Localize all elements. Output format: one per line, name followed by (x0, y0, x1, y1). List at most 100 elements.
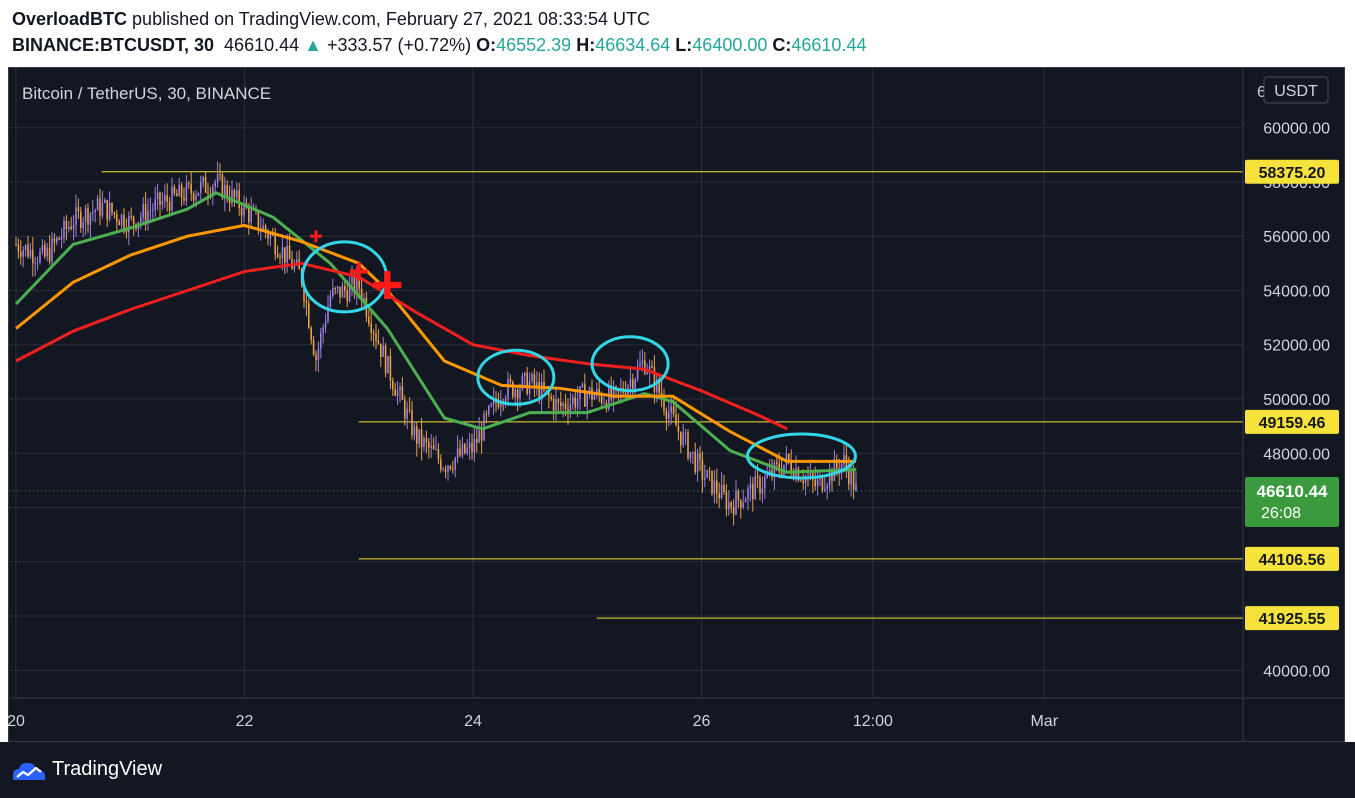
moving-average-line (15, 223, 857, 463)
candle-body (243, 202, 245, 216)
candle-body (310, 327, 312, 341)
time-axis[interactable]: 20 22 24 26 12:00 Mar (7, 713, 1059, 730)
candle-body (713, 480, 716, 494)
price-chart[interactable]: Bitcoin / TetherUS, 30, BINANCE 60000.00… (0, 0, 1355, 742)
open-label: O: (476, 35, 497, 55)
candle-body (459, 448, 461, 456)
candle-body (504, 398, 507, 403)
candle-body (236, 190, 238, 198)
candle-body (404, 399, 406, 419)
candle-body (423, 438, 425, 447)
candle-body (593, 395, 596, 400)
price-axis[interactable]: 60000.0058000.0056000.0054000.0052000.00… (1263, 121, 1330, 681)
candle-body (159, 192, 161, 205)
candle-body (488, 406, 490, 415)
candle-body (353, 276, 356, 294)
candle-body (444, 469, 447, 472)
cross-marker-v (356, 262, 361, 281)
candle-body (636, 366, 639, 380)
candle-body (740, 500, 742, 508)
candle-body (425, 438, 428, 443)
candle-body (411, 410, 413, 436)
candle-body (250, 209, 252, 223)
candle-body (180, 184, 183, 198)
time-tick-label: 20 (7, 713, 25, 730)
candle-body (716, 480, 718, 494)
candle-body (384, 345, 387, 374)
candle-body (560, 402, 562, 407)
candle-body (682, 432, 684, 446)
candle-body (116, 213, 118, 222)
candle-body (569, 403, 572, 413)
candle-body (329, 295, 332, 307)
candle-body (804, 476, 807, 483)
tradingview-cloud-icon[interactable] (10, 760, 48, 784)
candle-body (658, 379, 660, 394)
level-price-badges: 58375.20 49159.46 44106.56 41925.55 (1245, 159, 1339, 631)
open-value: 46552.39 (496, 35, 572, 55)
author-name[interactable]: OverloadBTC (12, 9, 128, 29)
candle-body (420, 429, 423, 447)
candle-body (668, 412, 670, 419)
candle-body (332, 288, 334, 296)
candles (15, 161, 857, 526)
candle-body (432, 445, 435, 450)
candle-body (653, 367, 656, 392)
candle-body (92, 211, 94, 214)
publish-line: OverloadBTC published on TradingView.com… (12, 6, 1342, 32)
candle-body (39, 251, 41, 263)
candle-body (53, 238, 56, 243)
currency-badge-bg[interactable] (1263, 76, 1329, 104)
time-tick-label: 12:00 (853, 713, 893, 730)
candle-body (58, 237, 60, 240)
candle-body (826, 485, 828, 490)
candle-body (684, 432, 687, 434)
candle-body (850, 471, 852, 485)
candle-body (742, 502, 744, 508)
candle-body (596, 388, 598, 396)
candle-body (413, 426, 416, 436)
candle-body (728, 502, 730, 510)
candle-body (737, 490, 740, 501)
published-info: published on TradingView.com, February 2… (132, 9, 651, 29)
candle-body (284, 247, 286, 263)
candle-body (516, 389, 519, 399)
candle-body (368, 316, 370, 324)
candle-body (154, 199, 156, 210)
candle-body (380, 343, 382, 357)
candle-body (293, 264, 296, 269)
candle-body (524, 372, 526, 376)
candle-body (176, 193, 178, 197)
last-price: 46610.44 (224, 35, 300, 55)
candle-body (89, 213, 92, 225)
countdown-text: 26:08 (1261, 505, 1301, 522)
candle-body (317, 348, 320, 361)
candle-body (87, 208, 89, 225)
candle-body (497, 402, 500, 408)
candle-body (288, 245, 291, 260)
candle-body (696, 453, 699, 472)
candle-body (152, 209, 154, 211)
candle-body (269, 234, 272, 239)
brand-name[interactable]: TradingView (52, 758, 163, 780)
candle-body (610, 386, 612, 399)
candle-body (60, 237, 63, 240)
level-badge (1245, 159, 1339, 184)
candle-body (305, 301, 308, 304)
candle-body (104, 200, 106, 203)
candle-body (603, 402, 605, 404)
price-tick-label: 40000.00 (1263, 663, 1330, 680)
candle-body (372, 332, 375, 334)
candle-body (204, 177, 207, 193)
currency-badge[interactable]: USDT (1274, 83, 1318, 100)
candle-body (476, 438, 478, 443)
candle-body (348, 283, 351, 302)
candle-body (701, 459, 704, 480)
high-label: H: (576, 35, 596, 55)
candle-body (140, 217, 142, 223)
candle-body (221, 174, 224, 199)
candle-body (687, 432, 689, 459)
candle-body (286, 245, 288, 263)
candle-body (375, 333, 377, 341)
candle-body (171, 186, 173, 211)
